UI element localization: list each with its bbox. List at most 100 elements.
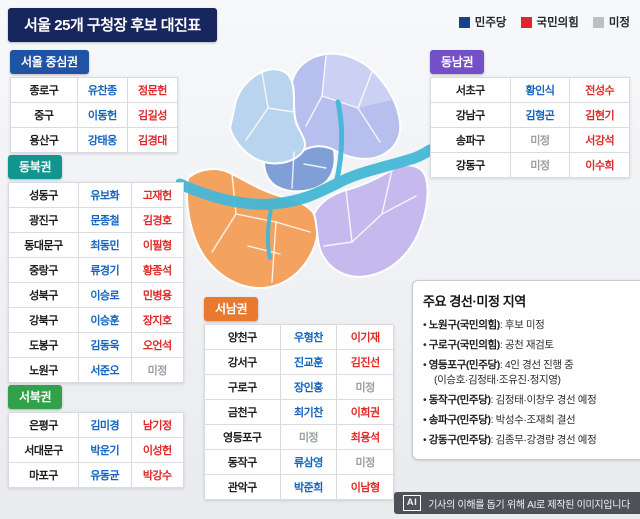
table-row: 구로구 장인홍 미정 [204,374,394,400]
district-cell: 금천구 [204,399,281,425]
ppp-candidate-cell: 미정 [336,449,394,475]
district-cell: 강서구 [204,349,281,375]
table-row: 서대문구 박운기 이성헌 [8,437,184,463]
district-cell: 송파구 [430,127,511,153]
dem-candidate-cell: 유찬종 [76,77,128,103]
district-cell: 도봉구 [8,332,79,358]
map-district-highlight [322,53,392,108]
bullet-icon: • [423,359,429,372]
table-row: 서초구 황인식 전성수 [430,77,630,103]
seoul-map [176,52,434,289]
candidate-table-northwest: 은평구 김미경 남기정 서대문구 박운기 이성헌 마포구 유동균 박강수 [8,412,184,488]
dem-candidate-cell: 장인홍 [279,374,338,400]
primary-item: • 영등포구(민주당): 4인 경선 진행 중 (이승호·김정태·조유진·정지영) [423,358,640,386]
ppp-candidate-cell: 이남형 [336,474,394,500]
district-cell: 동작구 [204,449,281,475]
bullet-icon: • [423,339,429,352]
ppp-candidate-cell: 이기재 [336,324,394,350]
ppp-candidate-cell: 박강수 [130,462,184,488]
region-badge-southwest: 서남권 [204,297,259,321]
table-row: 강남구 김형곤 김현기 [430,102,630,128]
ppp-candidate-cell: 미정 [130,357,184,383]
primary-item-detail: : 박성수·조재희 결선 [490,413,576,426]
district-cell: 용산구 [10,127,78,153]
dem-candidate-cell: 유보화 [78,182,132,208]
dem-candidate-cell: 미정 [279,424,338,450]
jungnang-stream [333,99,345,187]
primary-item-detail: : 김정태·이창우 경선 예정 [490,393,597,406]
table-row: 관악구 박준희 이남형 [204,474,394,500]
anyang-stream [265,202,274,260]
dem-candidate-cell: 이승로 [78,282,132,308]
legend-label: 민주당 [474,17,507,29]
table-row: 강서구 진교훈 김진선 [204,349,394,375]
table-row: 용산구 강태웅 김경대 [10,127,179,153]
district-cell: 강북구 [8,307,79,333]
bullet-icon: • [423,413,429,426]
primary-item-detail: : 김종무·강경량 경선 예정 [490,434,597,447]
district-cell: 광진구 [8,207,79,233]
dem-candidate-cell: 김동욱 [78,332,132,358]
table-row: 도봉구 김동욱 오언석 [8,332,184,358]
district-cell: 관악구 [204,474,281,500]
dem-candidate-cell: 문종철 [78,207,132,233]
ppp-candidate-cell: 김길성 [126,102,179,128]
region-badge-center: 서울 중심권 [10,50,89,74]
primary-race-box: 주요 경선·미정 지역 • 노원구(국민의힘): 후보 미정 • 구로구(국민의힘… [412,280,640,461]
ppp-candidate-cell: 이필형 [130,232,184,258]
ppp-candidate-cell: 장지호 [130,307,184,333]
bullet-icon: • [423,319,429,331]
district-cell: 양천구 [204,324,281,350]
table-row: 금천구 최기찬 이희권 [204,399,394,425]
primary-item-district: 노원구(국민의힘) [428,319,500,331]
legend-swatch [592,16,604,28]
primary-item: • 구로구(국민의힘): 공천 재검토 [423,338,640,352]
dem-candidate-cell: 진교훈 [279,349,338,375]
region-card-southeast: 동남권 서초구 황인식 전성수 강남구 김형곤 김현기 송파구 미정 서강석 강동구 미정 이수희 [430,50,630,178]
table-row: 양천구 우형찬 이기재 [204,324,394,350]
ppp-candidate-cell: 이성헌 [130,437,184,463]
dem-candidate-cell: 박운기 [78,437,132,463]
table-row: 성북구 이승로 민병용 [8,282,184,308]
district-cell: 영등포구 [204,424,281,450]
dem-candidate-cell: 서준오 [78,357,132,383]
legend-swatch [458,16,470,28]
table-row: 강동구 미정 이수희 [430,152,630,178]
region-badge-southeast: 동남권 [430,50,485,74]
ppp-candidate-cell: 전성수 [569,77,630,103]
dem-candidate-cell: 박준희 [279,474,338,500]
legend-swatch [520,16,532,28]
primary-item-district: 동작구(민주당) [428,393,491,406]
district-cell: 서초구 [430,77,511,103]
legend-label: 국민의힘 [536,17,579,29]
district-cell: 강동구 [430,152,511,178]
dem-candidate-cell: 미정 [509,152,571,178]
ppp-candidate-cell: 김경대 [126,127,179,153]
ppp-candidate-cell: 미정 [336,374,394,400]
dem-candidate-cell: 황인식 [509,77,571,103]
legend-item: 국민의힘 [520,14,579,30]
ppp-candidate-cell: 민병용 [130,282,184,308]
legend-item: 민주당 [458,14,507,30]
district-cell: 은평구 [8,412,79,438]
primary-item-detail: : 공천 재검토 [499,339,554,352]
dem-candidate-cell: 최기찬 [279,399,338,425]
table-row: 은평구 김미경 남기정 [8,412,184,438]
table-row: 강북구 이승훈 장지호 [8,307,184,333]
district-cell: 마포구 [8,462,79,488]
ai-notice-text: 기사의 이해를 돕기 위해 AI로 제작된 이미지입니다 [428,499,630,511]
primary-box-list: • 노원구(국민의힘): 후보 미정 • 구로구(국민의힘): 공천 재검토 • 영… [423,318,640,447]
ppp-candidate-cell: 김진선 [336,349,394,375]
primary-item-district: 영등포구(민주당) [428,359,500,372]
primary-item-district: 강동구(민주당) [428,434,491,447]
region-card-northwest: 서북권 은평구 김미경 남기정 서대문구 박운기 이성헌 마포구 유동균 박강수 [8,385,184,488]
district-cell: 종로구 [10,77,78,103]
ppp-candidate-cell: 김현기 [569,102,630,128]
primary-item-subnames: (이승호·김정태·조유진·정지영) [434,373,561,386]
ppp-candidate-cell: 오언석 [130,332,184,358]
table-row: 송파구 미정 서강석 [430,127,630,153]
table-row: 성동구 유보화 고재헌 [8,182,184,208]
region-card-northeast: 동북권 성동구 유보화 고재헌 광진구 문종철 김경호 동대문구 최동민 이필형 중랑구 류경기 황종… [8,155,184,383]
dem-candidate-cell: 이동헌 [76,102,128,128]
primary-item-district: 구로구(국민의힘) [428,339,500,352]
